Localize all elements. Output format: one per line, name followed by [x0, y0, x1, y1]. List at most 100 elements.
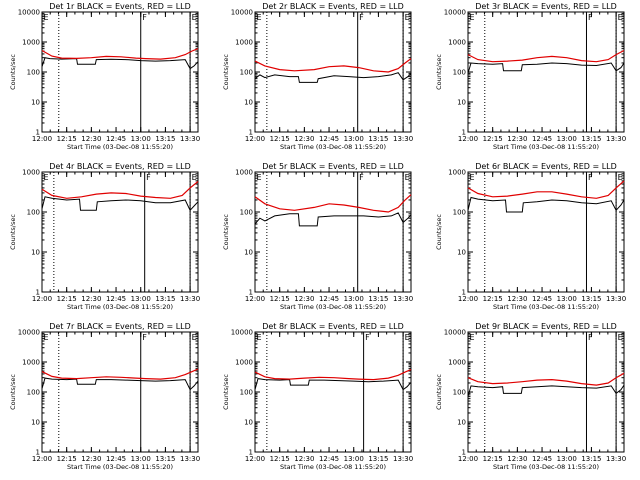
x-axis-label: Start Time (03-Dec-08 11:55:20) — [67, 463, 173, 471]
panel-title: Det 7r BLACK = Events, RED = LLD — [49, 322, 191, 331]
plot-frame — [41, 331, 199, 453]
x-tick-label: 13:15 — [581, 295, 601, 303]
x-tick-label: 12:45 — [319, 455, 339, 463]
segment-marker-label: E — [192, 333, 197, 342]
series-events-line — [467, 384, 625, 397]
y-tick-label: 10 — [457, 249, 466, 257]
x-tick-label: 13:15 — [155, 135, 175, 143]
y-tick-label: 1 — [36, 449, 40, 457]
x-axis-label: Start Time (03-Dec-08 11:55:20) — [67, 143, 173, 151]
segment-marker-label: F — [142, 13, 147, 22]
y-tick-label: 1 — [462, 289, 466, 297]
segment-marker-label: E — [44, 333, 49, 342]
series-lld-line — [467, 372, 625, 386]
series-lld-line — [41, 181, 199, 199]
panel-det-9: Det 9r BLACK = Events, RED = LLD 1 10 100 10… — [435, 322, 626, 471]
x-tick-label: 13:00 — [557, 135, 577, 143]
x-tick-label: 12:00 — [245, 455, 265, 463]
panel-det-3: Det 3r BLACK = Events, RED = LLD 1 10 100 10… — [435, 2, 626, 151]
segment-marker-label: E — [470, 13, 475, 22]
panel-title: Det 5r BLACK = Events, RED = LLD — [262, 162, 404, 171]
y-tick-label: 100 — [240, 69, 253, 77]
y-tick-label: 1 — [462, 129, 466, 137]
y-tick-label: 1000 — [448, 359, 466, 367]
segment-marker-label: E — [470, 333, 475, 342]
x-tick-label: 12:30 — [507, 295, 527, 303]
y-tick-label: 100 — [27, 69, 40, 77]
panel-title: Det 3r BLACK = Events, RED = LLD — [475, 2, 617, 11]
y-tick-label: 1000 — [448, 169, 466, 177]
x-axis-label: Start Time (03-Dec-08 11:55:20) — [280, 303, 386, 311]
x-tick-label: 13:15 — [368, 295, 388, 303]
series-lld-line — [41, 48, 199, 60]
y-tick-label: 100 — [240, 209, 253, 217]
y-tick-label: 10000 — [231, 329, 253, 337]
x-tick-label: 12:30 — [294, 455, 314, 463]
segment-marker-label: E — [618, 13, 623, 22]
y-axis-label: Counts/sec — [222, 374, 230, 410]
series-lld-line — [254, 194, 412, 213]
series-lld-line — [254, 58, 412, 73]
y-tick-label: 10000 — [18, 329, 40, 337]
series-lld-line — [41, 368, 199, 380]
y-tick-label: 10 — [31, 99, 40, 107]
x-tick-label: 13:00 — [131, 455, 151, 463]
x-tick-label: 12:45 — [319, 295, 339, 303]
plot-frame — [467, 11, 625, 133]
x-tick-label: 13:30 — [606, 455, 626, 463]
x-tick-label: 12:30 — [81, 135, 101, 143]
x-tick-label: 13:15 — [581, 135, 601, 143]
series-events-line — [467, 62, 625, 74]
x-tick-label: 12:30 — [81, 455, 101, 463]
segment-marker-label: E — [405, 333, 410, 342]
y-tick-label: 100 — [240, 389, 253, 397]
y-tick-label: 1 — [249, 289, 253, 297]
plot-frame — [467, 171, 625, 293]
segment-marker-label: F — [142, 333, 147, 342]
segment-marker-label: E — [405, 13, 410, 22]
x-tick-label: 12:00 — [458, 295, 478, 303]
plot-frame — [254, 331, 412, 453]
y-tick-label: 10000 — [444, 9, 466, 17]
y-tick-label: 100 — [27, 209, 40, 217]
y-tick-label: 1000 — [22, 359, 40, 367]
panel-det-2: Det 2r BLACK = Events, RED = LLD 1 10 100 10… — [222, 2, 413, 151]
y-tick-label: 1000 — [235, 359, 253, 367]
segment-marker-label: E — [44, 173, 49, 182]
series-events-line — [254, 72, 412, 83]
y-tick-label: 10 — [244, 419, 253, 427]
y-tick-label: 1000 — [235, 169, 253, 177]
series-events-line — [254, 378, 412, 391]
y-tick-label: 1 — [36, 289, 40, 297]
x-tick-label: 13:00 — [557, 295, 577, 303]
x-tick-label: 13:15 — [581, 455, 601, 463]
y-axis-label: Counts/sec — [9, 214, 17, 250]
segment-marker-label: F — [588, 13, 593, 22]
plot-frame — [467, 331, 625, 453]
x-tick-label: 12:00 — [32, 455, 52, 463]
y-tick-label: 1 — [249, 449, 253, 457]
y-tick-label: 1 — [249, 129, 253, 137]
x-tick-label: 13:30 — [180, 135, 200, 143]
x-tick-label: 12:45 — [532, 455, 552, 463]
y-axis-label: Counts/sec — [435, 374, 443, 410]
segment-marker-label: E — [257, 173, 262, 182]
x-tick-label: 13:00 — [344, 135, 364, 143]
y-tick-label: 10 — [31, 419, 40, 427]
panel-det-5: Det 5r BLACK = Events, RED = LLD 1 10 100 10… — [222, 162, 413, 311]
x-tick-label: 12:00 — [245, 135, 265, 143]
x-tick-label: 12:15 — [57, 455, 77, 463]
x-axis-label: Start Time (03-Dec-08 11:55:20) — [280, 143, 386, 151]
y-axis-label: Counts/sec — [9, 374, 17, 410]
y-axis-label: Counts/sec — [435, 214, 443, 250]
series-lld-line — [254, 369, 412, 381]
x-tick-label: 13:00 — [131, 295, 151, 303]
x-axis-label: Start Time (03-Dec-08 11:55:20) — [67, 303, 173, 311]
x-tick-label: 12:15 — [483, 455, 503, 463]
series-events-line — [41, 196, 199, 212]
series-events-line — [254, 212, 412, 227]
segment-marker-label: F — [359, 13, 364, 22]
series-events-line — [41, 377, 199, 391]
series-events-line — [467, 196, 625, 213]
x-tick-label: 12:45 — [319, 135, 339, 143]
